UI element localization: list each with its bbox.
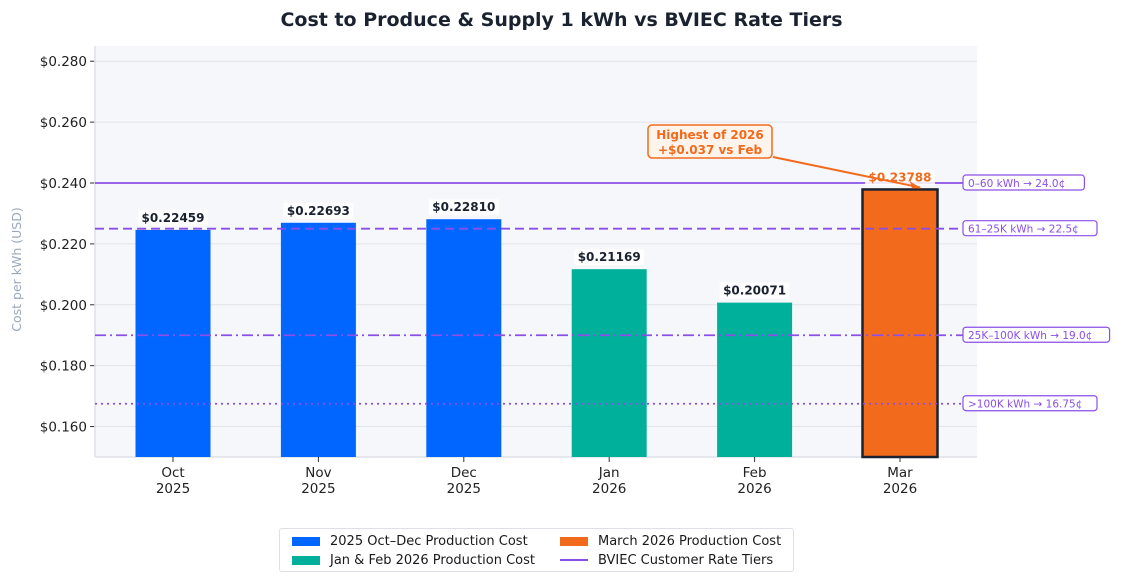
x-tick-month: Oct [161, 465, 184, 481]
bar-dec [426, 219, 502, 457]
value-label-bg [283, 202, 354, 219]
x-tick-month: Nov [305, 465, 331, 481]
legend-item-2025: 2025 Oct–Dec Production Cost [292, 532, 528, 550]
rate-tier-label-0: 0–60 kWh → 24.0¢ [968, 178, 1065, 190]
rate-tier-label-box-3 [962, 395, 1098, 412]
bar-nov [280, 222, 356, 457]
y-tick-label: $0.180 [40, 359, 87, 375]
y-tick-label: $0.240 [40, 176, 87, 192]
bar-oct [135, 229, 211, 457]
legend-line-rate-tiers [560, 559, 588, 561]
annotation-line-2: +$0.037 vs Feb [658, 143, 763, 157]
legend-item-march: March 2026 Production Cost [560, 532, 781, 550]
y-tick-label: $0.220 [40, 237, 87, 253]
annotation-box [647, 124, 773, 159]
plot-background [95, 46, 977, 457]
x-tick-year: 2025 [301, 481, 335, 497]
rate-tier-label-2: 25K–100K kWh → 19.0¢ [968, 330, 1092, 342]
y-tick-label: $0.160 [40, 420, 87, 436]
x-tick-month: Dec [451, 465, 477, 481]
value-label-feb: $0.20071 [723, 284, 786, 298]
value-label-bg [138, 209, 208, 226]
legend-item-rate-tiers: BVIEC Customer Rate Tiers [560, 551, 773, 569]
legend-label-march: March 2026 Production Cost [598, 533, 782, 549]
value-label-bg [428, 199, 499, 216]
value-label-jan: $0.21169 [578, 250, 641, 264]
rate-tier-label-3: >100K kWh → 16.75¢ [968, 399, 1082, 411]
legend-swatch-2025 [292, 536, 320, 546]
value-label-oct: $0.22459 [141, 211, 204, 225]
legend-label-rate-tiers: BVIEC Customer Rate Tiers [598, 552, 774, 568]
value-label-dec: $0.22810 [432, 200, 495, 214]
rate-tier-label-1: 61–25K kWh → 22.5¢ [968, 224, 1079, 236]
bar-jan [571, 269, 647, 457]
x-tick-month: Jan [598, 465, 620, 481]
y-tick-label: $0.200 [40, 298, 87, 314]
legend-swatch-janfeb [292, 555, 320, 565]
legend-label-janfeb: Jan & Feb 2026 Production Cost [330, 552, 536, 568]
chart-title: Cost to Produce & Supply 1 kWh vs BVIEC … [280, 9, 843, 31]
y-tick-label: $0.260 [40, 115, 87, 131]
y-axis-label: Cost per kWh (USD) [9, 207, 24, 331]
x-tick-year: 2026 [737, 481, 771, 497]
x-tick-month: Mar [887, 465, 913, 481]
value-label-nov: $0.22693 [287, 204, 350, 218]
value-label-bg [865, 169, 935, 186]
rate-tier-label-box-1 [962, 220, 1098, 237]
y-tick-label: $0.280 [40, 54, 87, 70]
x-tick-year: 2025 [447, 481, 481, 497]
x-tick-year: 2025 [156, 481, 190, 497]
bar-feb [717, 302, 793, 457]
bar-mar [861, 188, 939, 459]
value-label-bg [719, 282, 790, 299]
annotation-line-1: Highest of 2026 [656, 128, 764, 142]
annotation-arrow-head [910, 181, 922, 189]
legend-item-janfeb: Jan & Feb 2026 Production Cost [292, 551, 535, 569]
x-tick-year: 2026 [883, 481, 917, 497]
x-tick-month: Feb [743, 465, 767, 481]
legend-label-2025: 2025 Oct–Dec Production Cost [330, 533, 528, 549]
annotation-arrow-line [772, 156, 921, 189]
value-label-bg [574, 249, 645, 266]
legend-swatch-march [560, 536, 588, 546]
rate-tier-label-box-0 [962, 174, 1086, 191]
legend: 2025 Oct–Dec Production Cost Jan & Feb 2… [279, 528, 794, 572]
x-tick-year: 2026 [592, 481, 626, 497]
rate-tier-label-box-2 [962, 326, 1111, 343]
